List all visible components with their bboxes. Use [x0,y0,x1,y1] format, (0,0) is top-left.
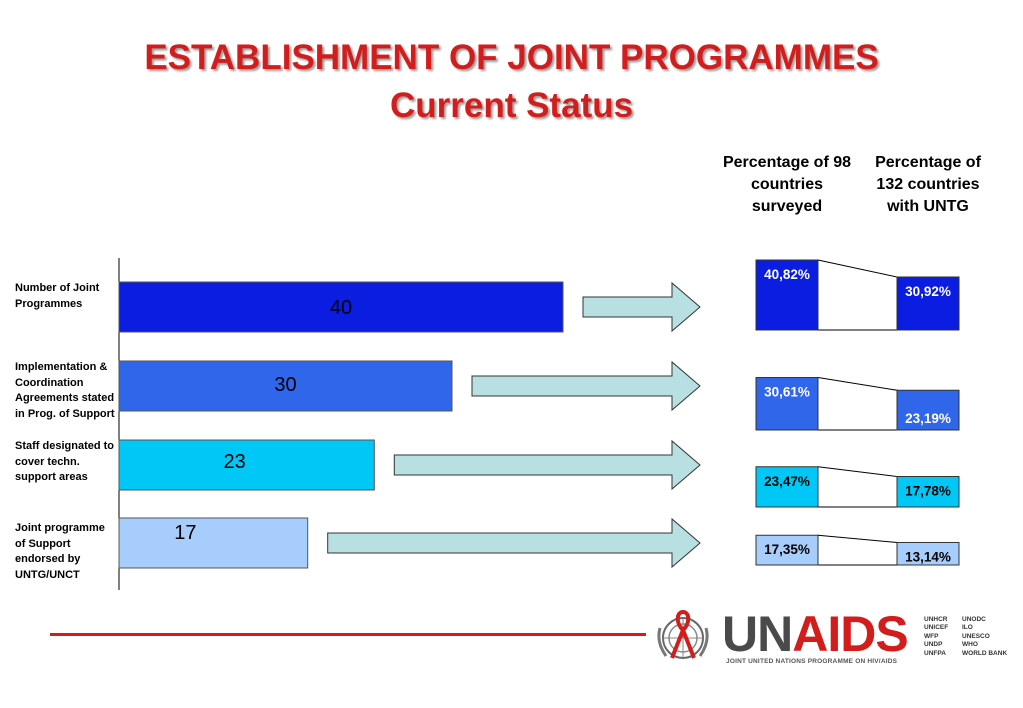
percentage-132-block [896,389,960,431]
bar-value-label: 17 [174,522,196,544]
cosponsor-name: WHO [962,641,978,649]
bar-value-label: 30 [274,374,296,396]
slide-title: ESTABLISHMENT OF JOINT PROGRAMMES [144,38,879,77]
percentage-98-block [755,377,819,431]
percentage-132-label: 23,19% [905,411,951,426]
footer-divider [50,633,646,636]
bar-40 [118,281,564,333]
bar-30 [118,360,453,412]
percentage-132-block [896,541,960,566]
arrow-shape [471,360,701,412]
percentage-132-label: 13,14% [905,549,951,564]
arrow-shape [582,281,701,333]
connector-shape [817,376,898,431]
cosponsor-name: UNHCR [924,616,948,623]
row-label-joint-programmes: Number of Joint Programmes [15,282,100,310]
column-header-98-countries: Percentage of 98 countries surveyed [722,154,852,215]
cosponsor-name: WFP [924,632,939,640]
cosponsor-name: ILO [962,624,973,632]
cosponsor-name: WORLD BANK [962,649,1008,657]
unaids-logo: UNAIDS [722,606,909,662]
arrow-shape [393,439,701,491]
percentage-98-label: 40,82% [764,267,810,282]
cosponsors-list-2: UNODC ILO UNESCO WHO WORLD BANK [962,616,1007,658]
row-label-endorsed: Joint programme of Support endorsed by U… [15,522,105,581]
bar-17 [118,517,309,569]
row-label-agreements: Implementation & Coordination Agreements… [15,361,115,420]
connector-shape [817,466,898,508]
percentage-132-block [896,476,960,508]
slide-subtitle: Current Status [389,86,634,125]
cosponsors-list-1: UNHCR UNICEF WFP UNDP UNFPA [924,616,948,658]
row-label-staff-designated: Staff designated to cover techn. support… [15,440,115,483]
cosponsor-name: UNICEF [924,624,949,632]
bar-value-label: 40 [330,297,352,319]
cosponsor-name: UNFPA [924,649,946,657]
percentage-132-label: 30,92% [905,284,951,299]
connector-shape [817,259,898,331]
percentage-98-label: 17,35% [764,542,810,557]
arrow-shape [327,517,701,569]
percentage-132-block [896,276,960,331]
column-header-132-countries: Percentage of 132 countries with UNTG [875,154,981,215]
unaids-tagline: JOINT UNITED NATIONS PROGRAMME ON HIV/AI… [726,658,898,665]
percentage-98-block [755,466,819,508]
cosponsor-name: UNESCO [962,632,990,640]
bar-value-label: 23 [224,451,246,473]
connector-shape [817,534,898,566]
un-emblem-with-ribbon-icon [657,609,709,659]
joint-programmes-chart: 40 40,82% 30,92% 30 30,61% 23,19% 23 23,47% 17,7… [118,258,960,590]
cosponsor-name: UNODC [962,616,986,623]
cosponsor-name: UNDP [924,641,943,649]
percentage-98-label: 30,61% [764,385,810,400]
percentage-98-block [755,259,819,331]
percentage-98-label: 23,47% [764,474,810,489]
percentage-132-label: 17,78% [905,484,951,499]
bar-23 [118,439,375,491]
percentage-98-block [755,534,819,566]
